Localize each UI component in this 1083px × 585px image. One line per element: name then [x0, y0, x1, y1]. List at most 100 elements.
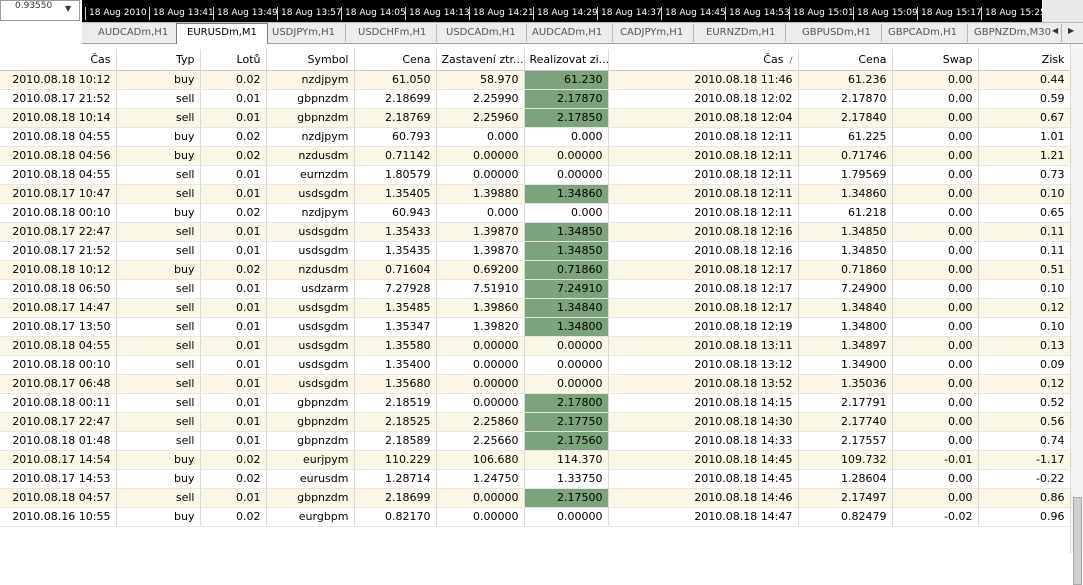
- table-row[interactable]: 2010.08.17 10:47 sell 0.01 usdsgdm 1.35405 1.…: [0, 184, 1070, 204]
- col-close-price-header[interactable]: Cena: [798, 49, 893, 71]
- open-price-cell: 2.18699: [354, 89, 437, 109]
- tab-scroll-left-icon[interactable]: ◀: [1052, 26, 1059, 35]
- col-close-time-header[interactable]: Čas /: [608, 49, 799, 71]
- chevron-down-icon[interactable]: ▼: [65, 4, 72, 13]
- table-row[interactable]: 2010.08.18 04:55 sell 0.01 usdsgdm 1.35580 0.…: [0, 336, 1070, 356]
- col-profit-header[interactable]: Zisk: [978, 49, 1070, 71]
- table-row[interactable]: 2010.08.17 13:50 sell 0.01 usdsgdm 1.35347 1.…: [0, 317, 1070, 337]
- time-axis-label: 18 Aug 14:45: [661, 7, 726, 20]
- table-row[interactable]: 2010.08.18 04:55 buy 0.02 nzdjpym 60.793 0.00…: [0, 127, 1070, 147]
- table-row[interactable]: 2010.08.17 14:47 sell 0.01 usdsgdm 1.35485 1.…: [0, 298, 1070, 318]
- stop-loss-cell: 0.00000: [436, 507, 525, 527]
- col-open-price-header[interactable]: Cena: [354, 49, 437, 71]
- type-cell: buy: [116, 450, 201, 470]
- close-time-cell: 2010.08.18 14:30: [608, 412, 799, 432]
- table-row[interactable]: 2010.08.17 21:52 sell 0.01 gbpnzdm 2.18699 2.…: [0, 89, 1070, 109]
- tab-audcadm-h1[interactable]: AUDCADm,H1: [88, 24, 180, 42]
- lots-cell: 0.01: [200, 279, 267, 299]
- col-stop-loss-header[interactable]: Zastavení ztr...: [436, 49, 525, 71]
- symbol-cell: nzdusdm: [266, 146, 355, 166]
- tab-eurnzdm-h1[interactable]: EURNZDm,H1: [696, 24, 787, 42]
- table-row[interactable]: 2010.08.18 04:56 buy 0.02 nzdusdm 0.71142 0.0…: [0, 146, 1070, 166]
- open-price-cell: 60.793: [354, 127, 437, 147]
- table-row[interactable]: 2010.08.17 14:54 buy 0.02 eurjpym 110.229 106…: [0, 450, 1070, 470]
- close-price-cell: 2.17557: [798, 431, 893, 451]
- vertical-scrollbar[interactable]: [1070, 44, 1083, 585]
- open-time-cell: 2010.08.17 22:47: [0, 412, 117, 432]
- table-row[interactable]: 2010.08.17 22:47 sell 0.01 usdsgdm 1.35433 1.…: [0, 222, 1070, 242]
- time-axis-label: 18 Aug 14:53: [725, 7, 790, 20]
- stop-loss-cell: 0.000: [436, 127, 525, 147]
- profit-cell: 0.59: [978, 89, 1070, 109]
- tab-audcadm-h1[interactable]: AUDCADm,H1: [522, 24, 614, 42]
- tab-usdcadm-h1[interactable]: USDCADm,H1: [436, 24, 527, 42]
- symbol-cell: usdsgdm: [266, 241, 355, 261]
- open-time-cell: 2010.08.18 04:57: [0, 488, 117, 508]
- type-cell: sell: [116, 355, 201, 375]
- table-row[interactable]: 2010.08.17 14:53 buy 0.02 eurusdm 1.28714 1.2…: [0, 469, 1070, 489]
- take-profit-cell: 0.00000: [524, 165, 609, 185]
- table-row[interactable]: 2010.08.18 10:14 sell 0.01 gbpnzdm 2.18769 2.…: [0, 108, 1070, 128]
- col-type-header[interactable]: Typ: [116, 49, 201, 71]
- column-header-label: Symbol: [307, 52, 349, 66]
- close-time-cell: 2010.08.18 12:17: [608, 298, 799, 318]
- tab-gbpcadm-h1[interactable]: GBPCADm,H1: [878, 24, 968, 42]
- close-price-cell: 2.17840: [798, 108, 893, 128]
- profit-cell: 0.86: [978, 488, 1070, 508]
- table-row[interactable]: 2010.08.18 00:10 sell 0.01 usdsgdm 1.35400 0.…: [0, 355, 1070, 375]
- col-symbol-header[interactable]: Symbol: [266, 49, 355, 71]
- tab-gbpnzdm-m30[interactable]: GBPNZDm,M30: [964, 24, 1062, 42]
- tab-gbpusdm-h1[interactable]: GBPUSDm,H1: [792, 24, 882, 42]
- table-row[interactable]: 2010.08.17 21:52 sell 0.01 usdsgdm 1.35435 1.…: [0, 241, 1070, 261]
- col-take-profit-header[interactable]: Realizovat zi...: [524, 49, 609, 71]
- table-row[interactable]: 2010.08.17 22:47 sell 0.01 gbpnzdm 2.18525 2.…: [0, 412, 1070, 432]
- take-profit-cell: 1.34800: [524, 317, 609, 337]
- profit-cell: 0.74: [978, 431, 1070, 451]
- stop-loss-cell: 0.00000: [436, 336, 525, 356]
- col-lots-header[interactable]: Lotů: [200, 49, 267, 71]
- tab-usdchfm-h1[interactable]: USDCHFm,H1: [348, 24, 438, 42]
- open-time-cell: 2010.08.18 00:10: [0, 355, 117, 375]
- tab-scroll-right-icon[interactable]: ▶: [1068, 26, 1075, 35]
- table-row[interactable]: 2010.08.18 10:12 buy 0.02 nzdjpym 61.050 58.9…: [0, 70, 1070, 90]
- close-price-cell: 1.28604: [798, 469, 893, 489]
- price-selector[interactable]: 0.93550 ▼: [0, 0, 80, 21]
- open-price-cell: 1.80579: [354, 165, 437, 185]
- table-row[interactable]: 2010.08.18 01:48 sell 0.01 gbpnzdm 2.18589 2.…: [0, 431, 1070, 451]
- swap-cell: 0.00: [892, 241, 979, 261]
- lots-cell: 0.02: [200, 70, 267, 90]
- close-price-cell: 109.732: [798, 450, 893, 470]
- close-price-cell: 61.225: [798, 127, 893, 147]
- swap-cell: 0.00: [892, 469, 979, 489]
- symbol-cell: usdsgdm: [266, 184, 355, 204]
- profit-cell: 0.67: [978, 108, 1070, 128]
- symbol-cell: gbpnzdm: [266, 89, 355, 109]
- lots-cell: 0.02: [200, 127, 267, 147]
- take-profit-cell: 2.17500: [524, 488, 609, 508]
- tab-cadjpym-h1[interactable]: CADJPYm,H1: [610, 24, 695, 42]
- table-row[interactable]: 2010.08.16 10:55 buy 0.02 eurgbpm 0.82170 0.0…: [0, 507, 1070, 527]
- table-row[interactable]: 2010.08.17 06:48 sell 0.01 usdsgdm 1.35680 0.…: [0, 374, 1070, 394]
- profit-cell: 0.65: [978, 203, 1070, 223]
- swap-cell: 0.00: [892, 127, 979, 147]
- scrollbar-thumb[interactable]: [1073, 497, 1082, 585]
- table-row[interactable]: 2010.08.18 10:12 buy 0.02 nzdusdm 0.71604 0.6…: [0, 260, 1070, 280]
- time-axis-label: 18 Aug 14:13: [405, 7, 470, 20]
- table-row[interactable]: 2010.08.18 06:50 sell 0.01 usdzarm 7.27928 7.…: [0, 279, 1070, 299]
- symbol-cell: usdsgdm: [266, 298, 355, 318]
- lots-cell: 0.01: [200, 89, 267, 109]
- tab-usdjpym-h1[interactable]: USDJPYm,H1: [262, 24, 347, 42]
- tab-eurusdm-m1[interactable]: EURUSDm,M1: [176, 23, 268, 44]
- col-open-time-header[interactable]: Čas: [0, 49, 117, 71]
- swap-cell: 0.00: [892, 336, 979, 356]
- table-row[interactable]: 2010.08.18 00:11 sell 0.01 gbpnzdm 2.18519 0.…: [0, 393, 1070, 413]
- profit-cell: 0.56: [978, 412, 1070, 432]
- time-axis-label: 18 Aug 15:17: [917, 7, 982, 20]
- take-profit-cell: 2.17560: [524, 431, 609, 451]
- table-row[interactable]: 2010.08.18 04:57 sell 0.01 gbpnzdm 2.18699 0.…: [0, 488, 1070, 508]
- table-row[interactable]: 2010.08.18 00:10 buy 0.02 nzdjpym 60.943 0.00…: [0, 203, 1070, 223]
- col-swap-header[interactable]: Swap: [892, 49, 979, 71]
- table-row[interactable]: 2010.08.18 04:55 sell 0.01 eurnzdm 1.80579 0.…: [0, 165, 1070, 185]
- symbol-cell: nzdjpym: [266, 127, 355, 147]
- take-profit-cell: 2.17870: [524, 89, 609, 109]
